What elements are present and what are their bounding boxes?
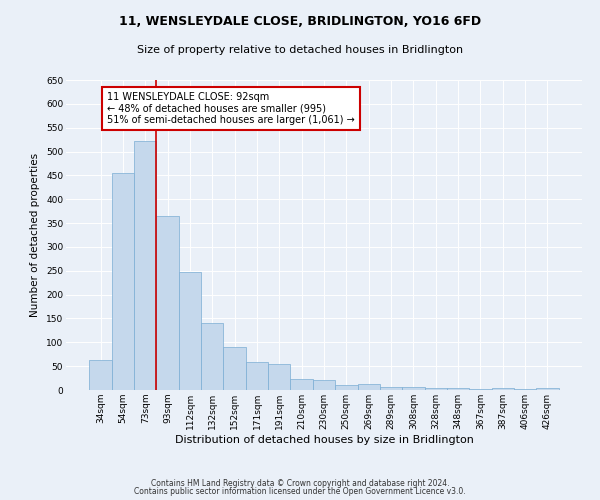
Bar [335,385,358,390]
Text: Contains HM Land Registry data © Crown copyright and database right 2024.: Contains HM Land Registry data © Crown c… [151,478,449,488]
Bar [290,379,313,390]
Bar [134,141,157,390]
Bar [469,388,491,390]
Bar [380,386,402,390]
Bar [246,362,268,390]
Text: Size of property relative to detached houses in Bridlington: Size of property relative to detached ho… [137,45,463,55]
Bar [223,346,246,390]
Bar [89,360,112,390]
Text: Contains public sector information licensed under the Open Government Licence v3: Contains public sector information licen… [134,487,466,496]
Bar [514,388,536,390]
Bar [536,388,559,390]
Bar [402,387,425,390]
Bar [491,388,514,390]
Bar [157,216,179,390]
Bar [268,364,290,390]
Bar [358,384,380,390]
Bar [447,388,469,390]
Bar [201,323,223,390]
Bar [313,380,335,390]
Bar [425,388,447,390]
Text: 11 WENSLEYDALE CLOSE: 92sqm
← 48% of detached houses are smaller (995)
51% of se: 11 WENSLEYDALE CLOSE: 92sqm ← 48% of det… [107,92,355,125]
X-axis label: Distribution of detached houses by size in Bridlington: Distribution of detached houses by size … [175,434,473,444]
Bar [112,172,134,390]
Y-axis label: Number of detached properties: Number of detached properties [31,153,40,317]
Bar [179,272,201,390]
Text: 11, WENSLEYDALE CLOSE, BRIDLINGTON, YO16 6FD: 11, WENSLEYDALE CLOSE, BRIDLINGTON, YO16… [119,15,481,28]
